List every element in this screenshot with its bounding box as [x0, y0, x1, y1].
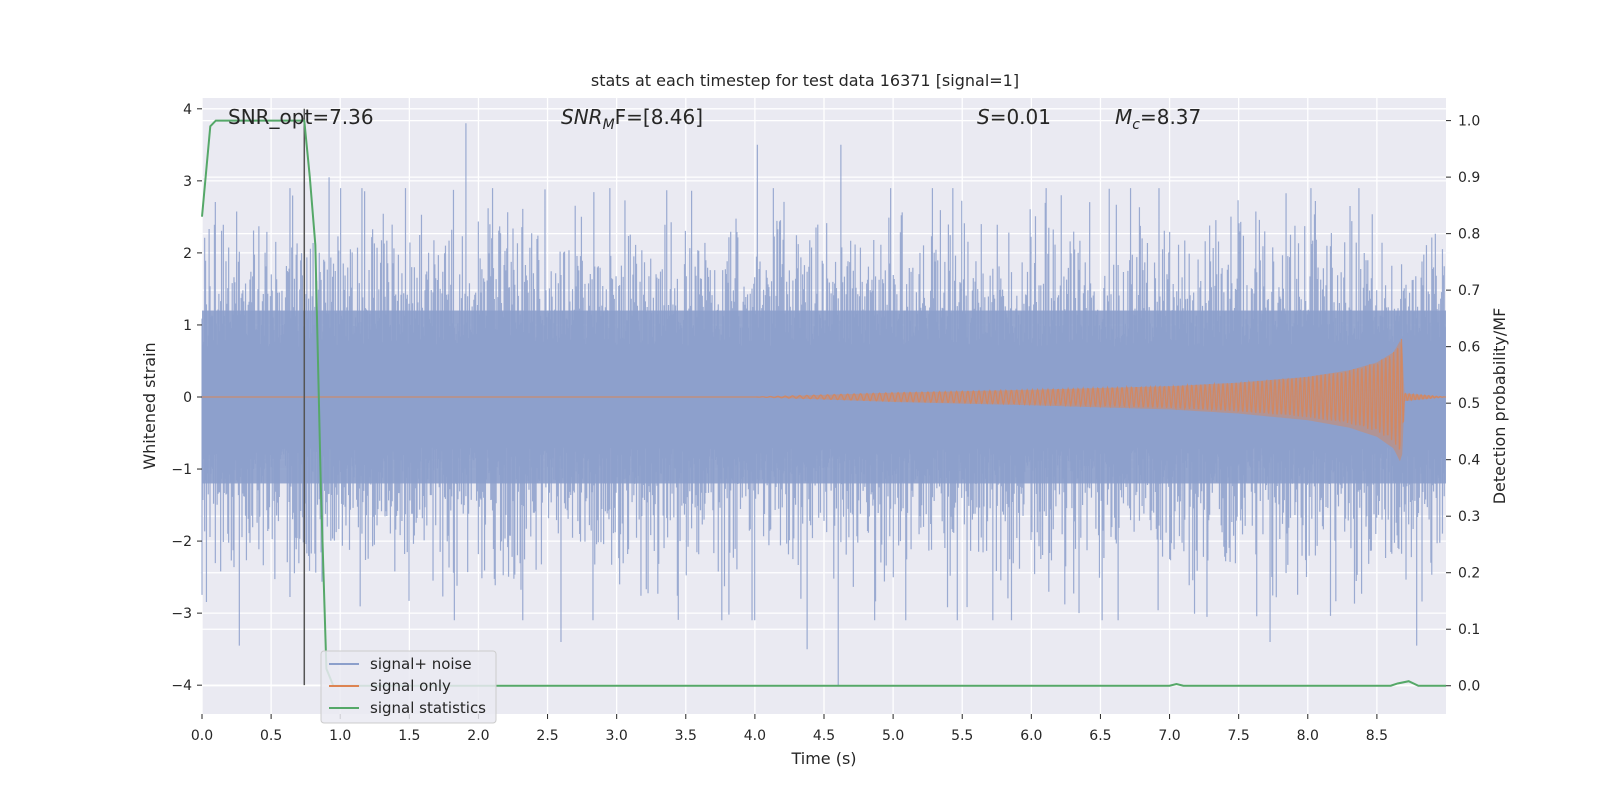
- x-tick-label: 2.0: [467, 728, 489, 744]
- annotation-s-main: S: [977, 105, 990, 129]
- y-tick-label: −4: [171, 678, 192, 694]
- annotation-mc: Mc=8.37: [1115, 105, 1201, 133]
- legend-label-signal-noise: signal+ noise: [370, 655, 472, 673]
- annotation-mc-sub: c: [1132, 117, 1140, 133]
- x-tick-label: 5.5: [951, 728, 973, 744]
- annotation-mc-tail: =8.37: [1140, 105, 1201, 129]
- x-tick-label: 4.0: [744, 728, 766, 744]
- y-axis-ticks: −4 −3 −2 −1 0 1 2 3 4: [171, 102, 202, 694]
- annotation-mc-main: M: [1115, 105, 1132, 129]
- x-tick-label: 8.0: [1297, 728, 1319, 744]
- annotation-s: S=0.01: [977, 105, 1051, 129]
- x-tick-label: 5.0: [882, 728, 904, 744]
- x-axis-ticks: 0.0 0.5 1.0 1.5 2.0 2.5 3.0 3.5 4.0 4.5 5.0 5.5 6.0 6…: [191, 714, 1388, 744]
- x-tick-label: 1.0: [329, 728, 351, 744]
- chart-title: stats at each timestep for test data 163…: [591, 71, 1019, 90]
- legend-label-signal-statistics: signal statistics: [370, 699, 486, 717]
- y2-tick-label: 0.4: [1458, 453, 1480, 469]
- annotation-snr-mf: SNRMF=[8.46]: [561, 105, 703, 133]
- y-tick-label: −1: [171, 462, 192, 478]
- x-tick-label: 3.5: [675, 728, 697, 744]
- annotation-snr-mf-sub: M: [603, 117, 615, 133]
- signal-only-series: [202, 338, 1447, 462]
- x-tick-label: 2.5: [536, 728, 558, 744]
- y-tick-label: 3: [183, 174, 192, 190]
- y-tick-label: 1: [183, 318, 192, 334]
- annotation-snr-mf-main: SNR: [561, 105, 603, 129]
- x-tick-label: 1.5: [398, 728, 420, 744]
- x-tick-label: 8.5: [1366, 728, 1388, 744]
- y2-tick-label: 1.0: [1458, 114, 1480, 130]
- y-tick-label: 0: [183, 390, 192, 406]
- y2-tick-label: 0.5: [1458, 396, 1480, 412]
- y2-tick-label: 0.8: [1458, 227, 1480, 243]
- x-axis-label: Time (s): [790, 749, 856, 768]
- legend: signal+ noise signal only signal statist…: [320, 650, 497, 724]
- x-tick-label: 6.0: [1020, 728, 1042, 744]
- annotation-snr-opt: SNR_opt=7.36: [228, 105, 374, 129]
- legend-box: [320, 650, 497, 724]
- y2-tick-label: 0.0: [1458, 679, 1480, 695]
- legend-label-signal-only: signal only: [370, 677, 451, 695]
- y2-axis-ticks: 0.0 0.1 0.2 0.3 0.4 0.5 0.6 0.7 0.8 0.9 1.0: [1446, 114, 1480, 695]
- x-tick-label: 3.0: [606, 728, 628, 744]
- x-tick-label: 0.0: [191, 728, 213, 744]
- y-tick-label: 4: [183, 102, 192, 118]
- y2-tick-label: 0.2: [1458, 566, 1480, 582]
- y-tick-label: −2: [171, 534, 192, 550]
- y-tick-label: 2: [183, 246, 192, 262]
- x-tick-label: 7.0: [1158, 728, 1180, 744]
- x-tick-label: 7.5: [1228, 728, 1250, 744]
- annotation-s-tail: =0.01: [990, 105, 1051, 129]
- y2-tick-label: 0.1: [1458, 622, 1480, 638]
- y2-tick-label: 0.3: [1458, 509, 1480, 525]
- y2-tick-label: 0.6: [1458, 340, 1480, 356]
- x-tick-label: 4.5: [813, 728, 835, 744]
- y2-axis-label: Detection probability/MF: [1490, 308, 1509, 505]
- signal-only-line: [202, 338, 1447, 450]
- x-tick-label: 0.5: [260, 728, 282, 744]
- x-tick-label: 6.5: [1089, 728, 1111, 744]
- y-tick-label: −3: [171, 606, 192, 622]
- y2-tick-label: 0.9: [1458, 170, 1480, 186]
- signal-only-envelope: [754, 341, 1446, 462]
- y2-tick-label: 0.7: [1458, 283, 1480, 299]
- annotation-snr-mf-tail: F=[8.46]: [615, 105, 703, 129]
- y-axis-label: Whitened strain: [140, 342, 159, 469]
